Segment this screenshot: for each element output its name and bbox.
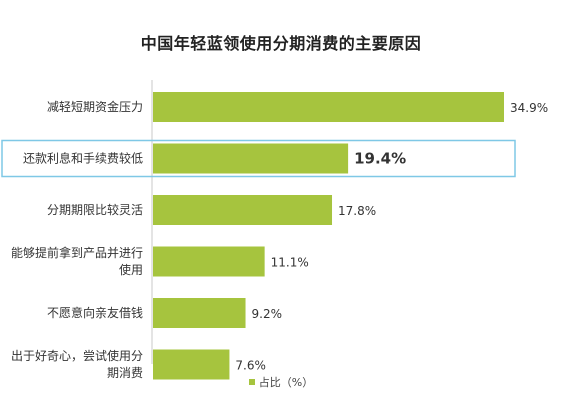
category-label: 不愿意向亲友借钱 xyxy=(47,305,143,320)
data-label: 11.1% xyxy=(271,256,309,270)
category-label: 出于好奇心，尝试使用分期消费 xyxy=(11,348,143,380)
data-label: 7.6% xyxy=(235,359,266,373)
category-label: 能够提前拿到产品并进行使用 xyxy=(11,245,143,277)
category-label: 还款利息和手续费较低 xyxy=(23,151,143,166)
data-label: 9.2% xyxy=(252,307,283,321)
legend-label: 占比（%） xyxy=(258,376,314,389)
bar xyxy=(153,195,333,225)
highlight-box xyxy=(1,139,516,178)
category-label: 分期期限比较灵活 xyxy=(47,202,143,217)
bar xyxy=(153,92,504,122)
category-label: 减轻短期资金压力 xyxy=(47,99,143,114)
legend-swatch xyxy=(248,379,255,385)
bar xyxy=(153,143,349,174)
bar xyxy=(153,246,265,277)
chart-title: 中国年轻蓝领使用分期消费的主要原因 xyxy=(140,34,422,53)
data-label: 17.8% xyxy=(338,204,376,218)
data-label: 34.9% xyxy=(510,101,548,115)
bar xyxy=(153,349,230,380)
bar xyxy=(153,298,246,328)
data-label: 19.4% xyxy=(354,150,406,168)
legend: 占比（%） xyxy=(0,374,562,390)
